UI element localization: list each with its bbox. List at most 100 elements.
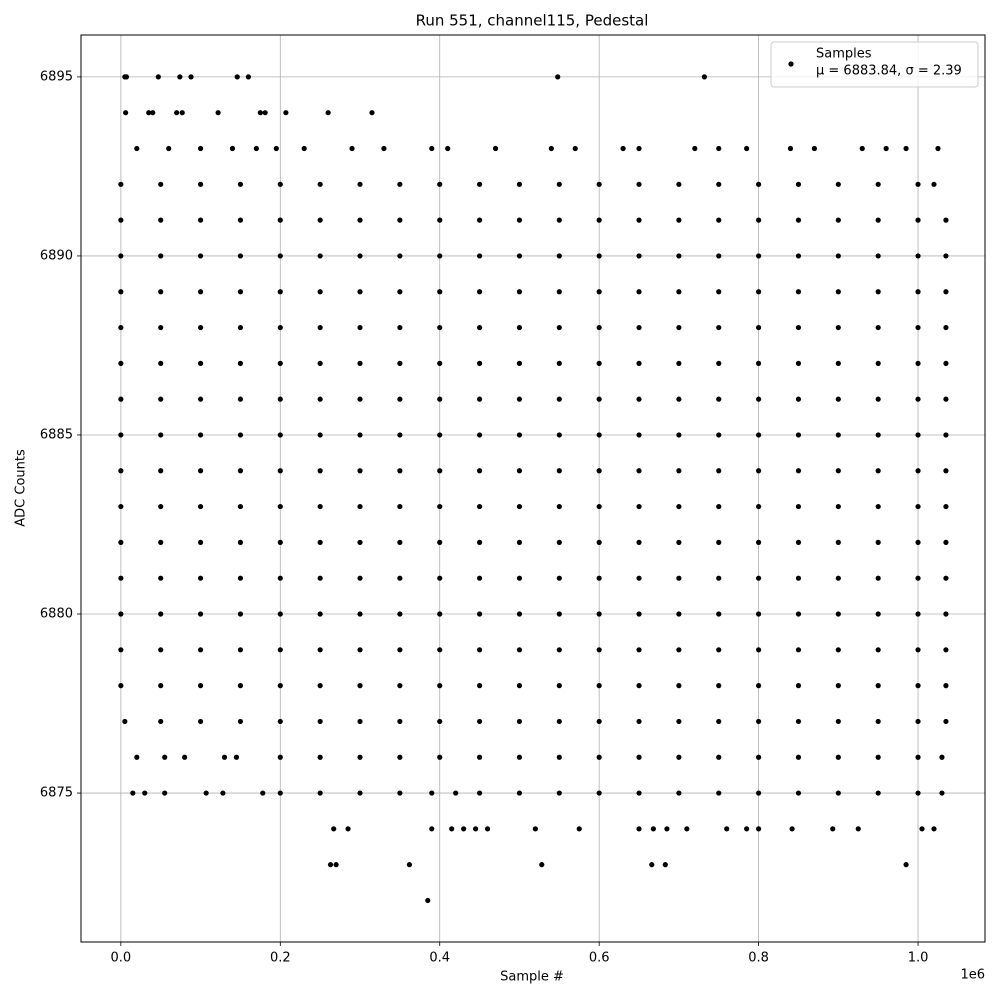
point bbox=[317, 396, 323, 402]
point bbox=[118, 396, 124, 402]
point bbox=[357, 790, 363, 796]
point bbox=[197, 575, 204, 581]
point bbox=[492, 145, 499, 152]
point bbox=[122, 718, 128, 725]
point bbox=[429, 145, 435, 152]
point bbox=[684, 826, 690, 832]
point bbox=[237, 611, 244, 617]
point bbox=[123, 110, 129, 116]
point bbox=[556, 575, 562, 581]
point bbox=[516, 253, 523, 259]
point bbox=[197, 324, 204, 331]
point bbox=[476, 396, 483, 402]
point bbox=[317, 683, 323, 689]
x-tick-label: 0.0 bbox=[111, 951, 132, 966]
point bbox=[516, 181, 523, 187]
point bbox=[795, 611, 802, 617]
point bbox=[331, 826, 337, 832]
point bbox=[939, 754, 945, 760]
point bbox=[795, 396, 802, 402]
point bbox=[357, 396, 363, 402]
point bbox=[203, 790, 209, 796]
point bbox=[357, 575, 363, 581]
point bbox=[835, 181, 841, 187]
point bbox=[636, 181, 642, 187]
point bbox=[875, 611, 881, 617]
point bbox=[277, 181, 283, 187]
point bbox=[349, 145, 355, 152]
point bbox=[915, 253, 921, 259]
point bbox=[756, 468, 762, 474]
point bbox=[237, 324, 244, 331]
point bbox=[548, 145, 554, 152]
point bbox=[429, 790, 435, 796]
point bbox=[484, 826, 491, 832]
point bbox=[676, 647, 682, 653]
point bbox=[237, 181, 244, 187]
point bbox=[237, 253, 244, 259]
point bbox=[835, 468, 841, 474]
point bbox=[875, 217, 881, 223]
point bbox=[237, 683, 244, 689]
point bbox=[118, 575, 124, 581]
point bbox=[596, 575, 602, 581]
point bbox=[158, 289, 164, 295]
point bbox=[556, 647, 562, 653]
point bbox=[397, 647, 403, 653]
point bbox=[875, 754, 881, 760]
point bbox=[476, 468, 483, 474]
point bbox=[532, 826, 538, 832]
point bbox=[317, 289, 323, 295]
point bbox=[118, 360, 124, 366]
point bbox=[257, 110, 263, 116]
y-tick-label: 6890 bbox=[40, 248, 73, 263]
point bbox=[795, 683, 802, 689]
point bbox=[461, 826, 467, 832]
point bbox=[636, 289, 642, 295]
point bbox=[636, 217, 642, 223]
point bbox=[636, 468, 642, 474]
point bbox=[197, 396, 204, 402]
point bbox=[716, 718, 722, 725]
point bbox=[158, 468, 164, 474]
point bbox=[357, 683, 363, 689]
point bbox=[596, 539, 602, 545]
point bbox=[915, 181, 921, 187]
point bbox=[859, 145, 865, 152]
point bbox=[260, 790, 266, 796]
point bbox=[118, 432, 124, 438]
point bbox=[931, 181, 937, 187]
point bbox=[596, 718, 602, 725]
point bbox=[650, 826, 656, 832]
point bbox=[716, 432, 722, 438]
point bbox=[875, 289, 881, 295]
point bbox=[716, 503, 722, 510]
point bbox=[476, 289, 483, 295]
point bbox=[425, 897, 431, 904]
point bbox=[397, 432, 403, 438]
point bbox=[915, 217, 921, 223]
legend-box bbox=[770, 41, 979, 88]
point bbox=[943, 575, 949, 581]
point bbox=[317, 539, 323, 545]
point bbox=[317, 790, 323, 796]
point bbox=[277, 575, 283, 581]
point bbox=[756, 503, 762, 510]
point bbox=[397, 539, 403, 545]
point bbox=[556, 396, 562, 402]
point bbox=[636, 611, 642, 617]
point bbox=[162, 754, 168, 760]
point bbox=[556, 289, 562, 295]
point bbox=[915, 539, 921, 545]
point bbox=[118, 324, 124, 331]
point bbox=[795, 754, 802, 760]
point bbox=[572, 145, 578, 152]
point bbox=[197, 217, 204, 223]
point bbox=[556, 324, 562, 331]
point bbox=[875, 503, 881, 510]
chart-title: Run 551, channel115, Pedestal bbox=[416, 12, 649, 30]
point bbox=[197, 611, 204, 617]
point bbox=[835, 539, 841, 545]
point bbox=[875, 718, 881, 725]
point bbox=[437, 432, 443, 438]
